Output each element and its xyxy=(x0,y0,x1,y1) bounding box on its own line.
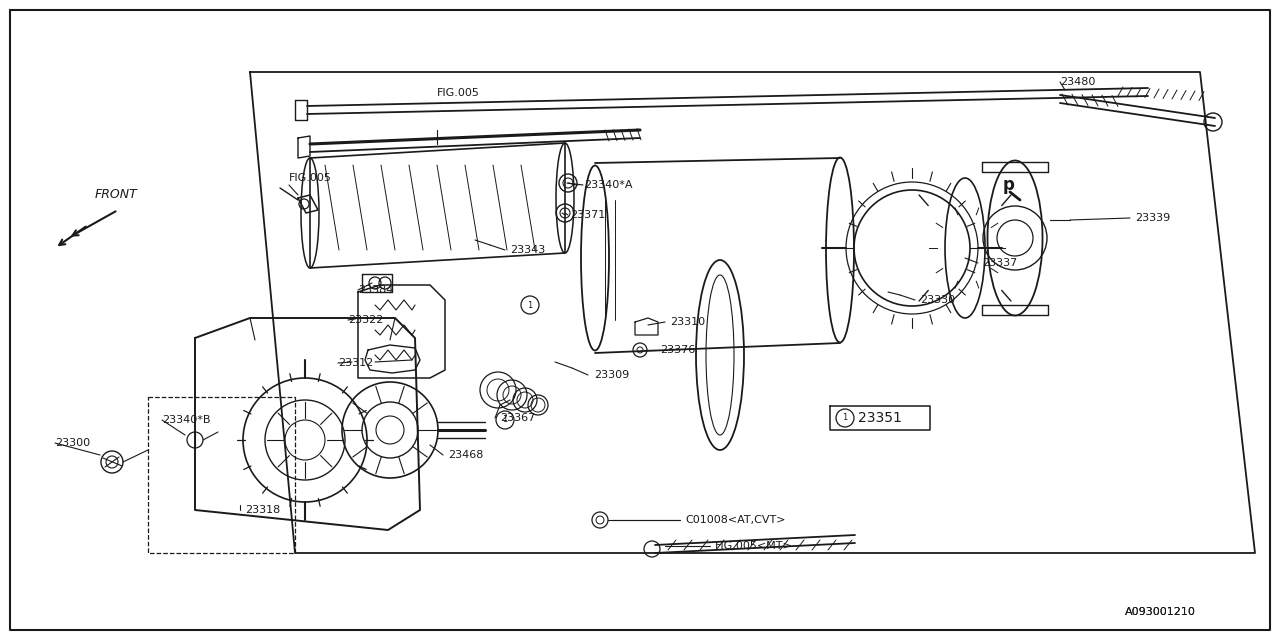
Circle shape xyxy=(836,409,854,427)
Text: 23343: 23343 xyxy=(509,245,545,255)
Circle shape xyxy=(521,296,539,314)
Text: FIG.005<MT>: FIG.005<MT> xyxy=(716,541,792,551)
Text: 1: 1 xyxy=(842,413,847,422)
Text: A093001210: A093001210 xyxy=(1125,607,1196,617)
Text: A093001210: A093001210 xyxy=(1125,607,1196,617)
Text: 23340*A: 23340*A xyxy=(584,180,632,190)
Text: 1: 1 xyxy=(527,301,532,310)
Circle shape xyxy=(497,411,515,429)
Text: 23351: 23351 xyxy=(858,411,902,425)
Text: 23376: 23376 xyxy=(660,345,695,355)
Text: FIG.005: FIG.005 xyxy=(289,173,332,183)
Text: 23384: 23384 xyxy=(358,285,393,295)
Text: 23312: 23312 xyxy=(338,358,374,368)
Text: FRONT: FRONT xyxy=(95,188,138,200)
Text: C01008<AT,CVT>: C01008<AT,CVT> xyxy=(685,515,786,525)
Text: 23480: 23480 xyxy=(1060,77,1096,87)
Text: 23339: 23339 xyxy=(1135,213,1170,223)
Text: 23371: 23371 xyxy=(570,210,605,220)
Text: p: p xyxy=(1004,176,1015,194)
Text: FIG.005: FIG.005 xyxy=(436,88,480,98)
Text: 23300: 23300 xyxy=(55,438,90,448)
Text: 23330: 23330 xyxy=(920,295,955,305)
Text: 23310: 23310 xyxy=(669,317,705,327)
Text: 1: 1 xyxy=(502,415,508,424)
Text: 23337: 23337 xyxy=(982,258,1018,268)
Text: 23309: 23309 xyxy=(594,370,630,380)
Text: 23367: 23367 xyxy=(500,413,535,423)
Text: 23322: 23322 xyxy=(348,315,384,325)
Text: 23340*B: 23340*B xyxy=(163,415,210,425)
Text: 23318: 23318 xyxy=(244,505,280,515)
Text: 23468: 23468 xyxy=(448,450,484,460)
